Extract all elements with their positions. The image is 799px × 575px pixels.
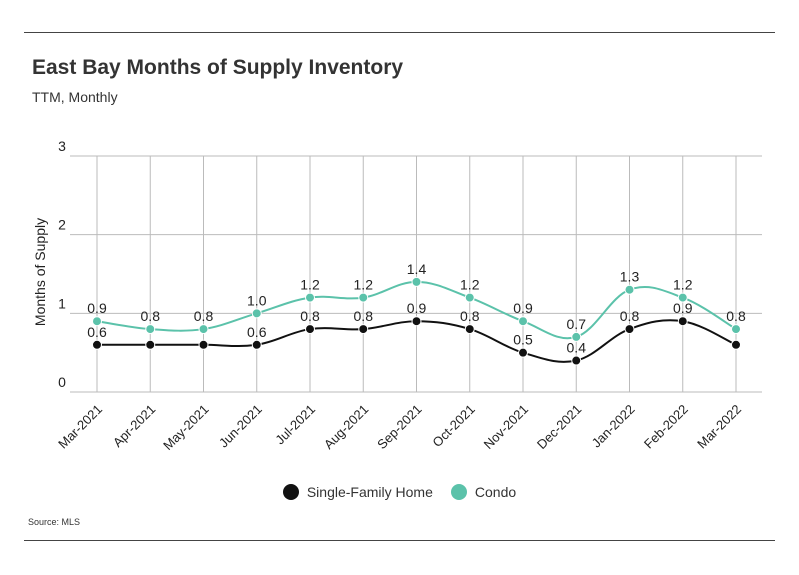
point-single-family-1	[145, 339, 156, 350]
point-single-family-6	[411, 316, 422, 327]
data-label-condo-0: 0.9	[87, 300, 107, 316]
data-label-condo-12: 0.8	[726, 308, 746, 324]
chart-subtitle: TTM, Monthly	[32, 89, 118, 105]
point-single-family-11	[677, 316, 688, 327]
point-condo-5	[358, 292, 369, 303]
chart-legend: Single-Family Home Condo	[0, 484, 799, 500]
data-label-condo-10: 1.3	[620, 269, 640, 285]
data-label-condo-5: 1.2	[354, 277, 374, 293]
x-tick-label-8: Nov-2021	[481, 402, 531, 452]
point-condo-12	[731, 324, 741, 335]
y-axis-label: Months of Supply	[32, 218, 48, 326]
point-single-family-7	[464, 324, 475, 335]
chart-title: East Bay Months of Supply Inventory	[32, 56, 404, 79]
axes: 0 1 2 3 Mar-2021 Apr-2021 May-2021 Jun-2021 Jul-…	[32, 138, 744, 453]
data-label-single-family-4: 0.8	[300, 308, 320, 324]
point-single-family-2	[198, 339, 209, 350]
point-single-family-12	[731, 339, 741, 350]
point-condo-3	[251, 308, 262, 319]
data-label-single-family-7: 0.8	[460, 308, 480, 324]
data-label-condo-4: 1.2	[300, 277, 320, 293]
point-condo-0	[92, 316, 102, 327]
data-label-condo-2: 0.8	[194, 308, 214, 324]
legend-item-condo[interactable]: Condo	[450, 484, 517, 500]
data-label-single-family-6: 0.9	[407, 300, 427, 316]
legend-marker-condo	[450, 484, 467, 500]
legend-marker-single-family	[282, 484, 299, 500]
data-label-single-family-8: 0.5	[513, 332, 533, 348]
x-tick-label-10: Jan-2022	[589, 402, 638, 451]
y-tick-label-1: 1	[58, 295, 66, 311]
x-tick-label-12: Mar-2022	[694, 402, 744, 452]
point-condo-7	[464, 292, 475, 303]
data-label-condo-3: 1.0	[247, 292, 267, 308]
data-label-single-family-0: 0.6	[87, 324, 107, 340]
series	[92, 276, 741, 366]
point-condo-2	[198, 324, 209, 335]
x-tick-label-3: Jun-2021	[216, 402, 265, 451]
point-single-family-8	[518, 347, 528, 358]
grid	[70, 155, 762, 393]
data-label-single-family-3: 0.6	[247, 324, 267, 340]
x-tick-label-2: May-2021	[160, 402, 211, 453]
y-tick-label-0: 0	[58, 374, 66, 390]
y-tick-label-3: 3	[58, 138, 66, 154]
y-tick-label-2: 2	[58, 217, 66, 233]
x-tick-label-11: Feb-2022	[641, 402, 691, 452]
data-label-condo-1: 0.8	[141, 308, 161, 324]
bottom-rule	[24, 540, 775, 541]
point-single-family-5	[358, 324, 369, 335]
data-label-condo-6: 1.4	[407, 261, 427, 277]
point-condo-9	[571, 331, 582, 342]
point-single-family-9	[571, 355, 582, 366]
point-single-family-3	[251, 339, 262, 350]
data-label-condo-8: 0.9	[513, 300, 533, 316]
point-single-family-0	[92, 339, 102, 350]
legend-label-condo: Condo	[474, 484, 517, 500]
point-condo-8	[518, 316, 528, 327]
data-labels: 0.9 0.8 0.8 1.0 1.2 1.2 1.4 1.2 0.9 0.7 1.3 1.2 0.8 0…	[87, 261, 746, 356]
source-note: Source: MLS	[28, 517, 81, 527]
top-rule	[24, 32, 775, 33]
point-single-family-10	[624, 324, 635, 335]
x-tick-label-6: Sep-2021	[374, 402, 424, 452]
line-chart: 0 1 2 3 Mar-2021 Apr-2021 May-2021 Jun-2021 Jul-…	[32, 138, 762, 453]
point-condo-11	[677, 292, 688, 303]
data-label-single-family-11: 0.9	[673, 300, 693, 316]
x-tick-label-1: Apr-2021	[110, 402, 158, 450]
x-tick-label-5: Aug-2021	[321, 402, 371, 452]
point-condo-10	[624, 284, 635, 295]
data-label-single-family-5: 0.8	[354, 308, 374, 324]
data-label-condo-7: 1.2	[460, 277, 480, 293]
data-label-condo-9: 0.7	[567, 316, 587, 332]
x-tick-label-9: Dec-2021	[534, 402, 584, 452]
data-label-single-family-9: 0.4	[567, 340, 587, 356]
data-label-condo-11: 1.2	[673, 277, 693, 293]
x-tick-label-4: Jul-2021	[272, 402, 318, 448]
point-condo-4	[305, 292, 315, 303]
data-label-single-family-10: 0.8	[620, 308, 640, 324]
legend-item-single-family[interactable]: Single-Family Home	[282, 484, 433, 500]
point-single-family-4	[305, 324, 315, 335]
legend-label-single-family: Single-Family Home	[306, 484, 433, 500]
point-condo-6	[411, 276, 422, 287]
point-condo-1	[145, 324, 156, 335]
x-tick-label-0: Mar-2021	[55, 402, 105, 452]
x-tick-label-7: Oct-2021	[429, 402, 477, 450]
